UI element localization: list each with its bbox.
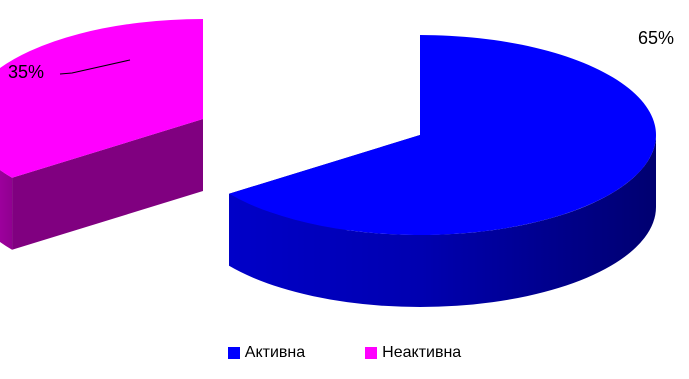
data-label-inactive: 35% [8,62,44,82]
data-label-active: 65% [638,28,674,48]
pie-wall-start-inactive [12,119,203,250]
legend-item-inactive: Неактивна [365,344,461,362]
legend-swatch-inactive [365,347,378,359]
pie-side-inactive [0,169,13,250]
pie-side-active [229,135,656,307]
leader-line-inactive [59,59,131,75]
legend: Активна Неактивна [0,338,689,368]
legend-swatch-active [227,347,240,359]
pie-slice-inactive [0,19,203,250]
legend-item-active: Активна [227,344,306,362]
pie-slice-active [229,35,657,307]
pie-top-active [229,35,657,235]
pie-top-inactive [0,19,203,178]
legend-label-inactive: Неактивна [382,344,462,361]
legend-label-active: Активна [244,344,306,361]
